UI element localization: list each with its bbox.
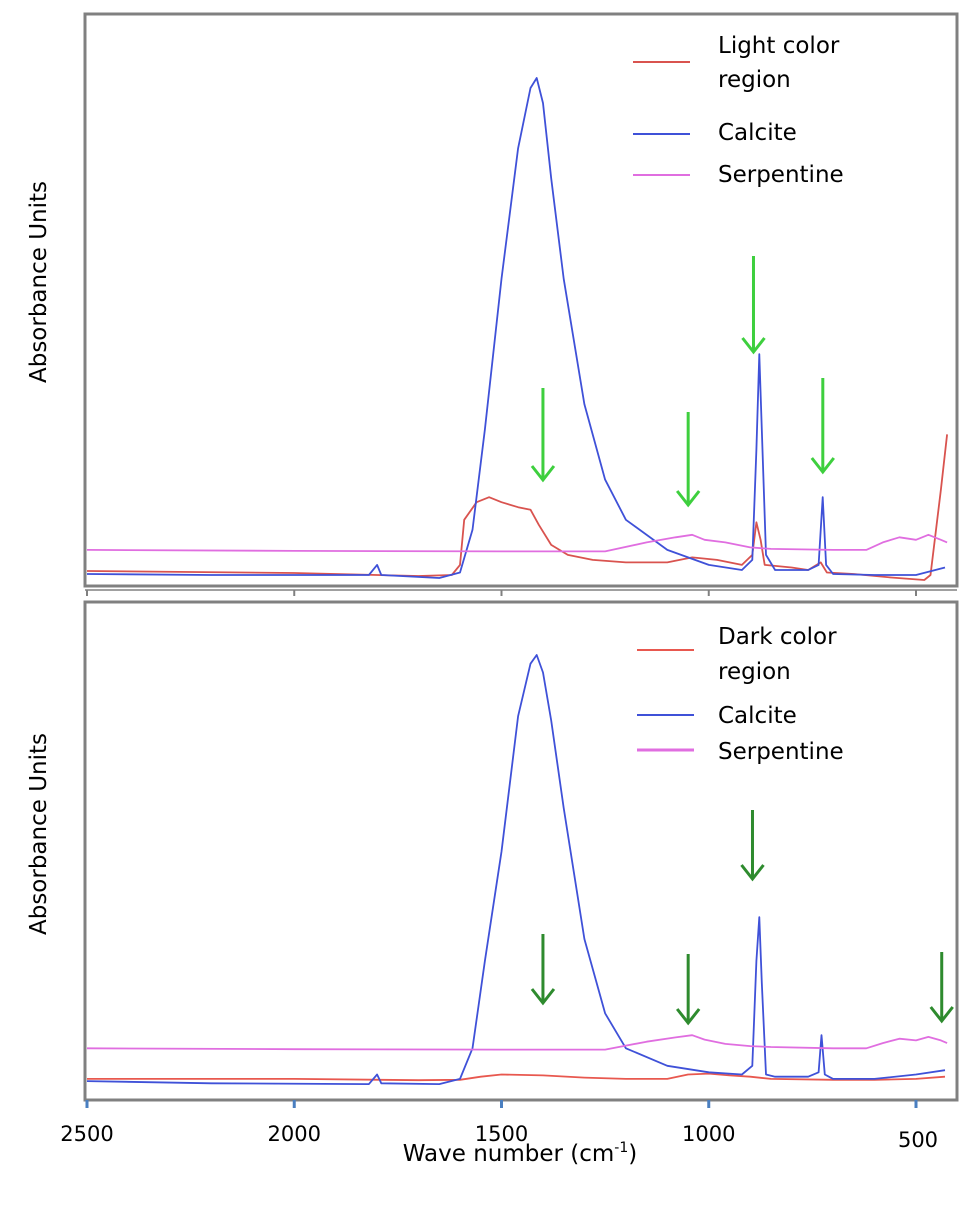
bottom-y-axis-label: Absorbance Units: [26, 733, 52, 935]
annotation-arrow: [675, 954, 701, 1026]
x-tick-label: 1500: [475, 1122, 528, 1146]
top-annotation-arrows: [530, 256, 835, 508]
legend-label-dark-color-region-line2: region: [718, 659, 791, 685]
legend-label-light-color-region-line2: region: [718, 67, 791, 93]
annotation-arrow: [929, 952, 954, 1024]
annotation-arrow: [675, 412, 701, 508]
bottom-x-ticks: [85, 1100, 918, 1108]
x-tick-label: 500: [898, 1128, 938, 1152]
annotation-arrow: [741, 256, 766, 355]
legend-label-calcite: Calcite: [718, 120, 797, 146]
top-panel-frame: [83, 12, 959, 588]
series-line-calcite: [86, 77, 946, 579]
annotation-arrow: [740, 810, 765, 882]
bottom-panel-frame: [83, 600, 959, 1102]
legend-label-light-color-region-line1: Light color: [718, 33, 840, 59]
legend-label-dark-color-region-line1: Dark color: [718, 624, 837, 650]
annotation-arrow: [530, 934, 556, 1006]
annotation-arrow: [810, 378, 835, 475]
x-tick-label: 2500: [60, 1122, 113, 1146]
legend-label-serpentine: Serpentine: [718, 739, 844, 765]
top-series-group: [86, 77, 948, 581]
bottom-annotation-arrows: [530, 810, 954, 1026]
legend-label-serpentine: Serpentine: [718, 162, 844, 188]
bottom-x-tick-labels: 2500 2000 1500 1000 500: [60, 1122, 938, 1152]
series-line-calcite: [86, 654, 946, 1085]
top-y-axis-label: Absorbance Units: [26, 181, 52, 383]
top-legend: Light color region Calcite Serpentine: [633, 33, 844, 188]
annotation-arrow: [530, 388, 556, 483]
x-tick-label: 1000: [682, 1122, 735, 1146]
bottom-series-group: [86, 654, 948, 1085]
top-x-ticks: [86, 590, 917, 596]
x-axis-label: Wave number (cm-1): [403, 1140, 638, 1167]
series-line-serpentine: [86, 533, 948, 553]
bottom-legend: Dark color region Calcite Serpentine: [637, 624, 844, 765]
series-line-light-color-region: [86, 434, 948, 581]
x-tick-label: 2000: [268, 1122, 321, 1146]
legend-label-calcite: Calcite: [718, 703, 797, 729]
series-line-dark-color-region: [87, 1072, 946, 1082]
series-line-serpentine: [86, 1034, 948, 1051]
